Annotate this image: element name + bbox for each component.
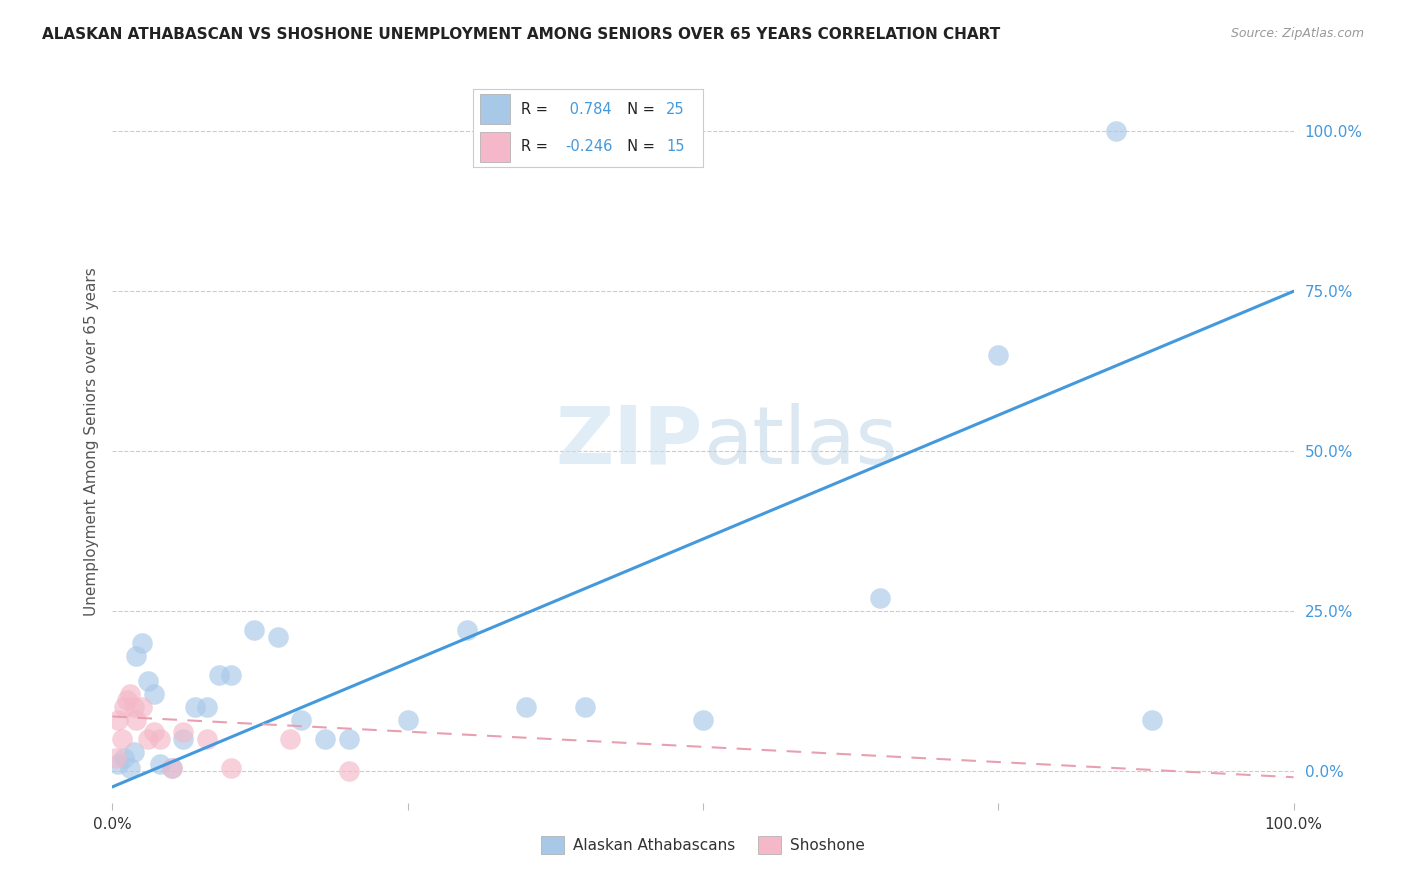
Text: atlas: atlas	[703, 402, 897, 481]
Y-axis label: Unemployment Among Seniors over 65 years: Unemployment Among Seniors over 65 years	[83, 268, 98, 615]
Point	[149, 731, 172, 746]
Point	[105, 751, 128, 765]
Point	[869, 591, 891, 606]
Point	[142, 725, 165, 739]
Point	[337, 764, 360, 778]
Point	[136, 731, 159, 746]
Point	[125, 713, 148, 727]
Point	[131, 699, 153, 714]
Point	[456, 623, 478, 637]
Point	[125, 648, 148, 663]
Point	[1105, 124, 1128, 138]
Point	[184, 699, 207, 714]
Point	[337, 731, 360, 746]
Point	[172, 731, 194, 746]
Point	[107, 713, 129, 727]
Point	[987, 348, 1010, 362]
Point	[208, 668, 231, 682]
Point	[396, 713, 419, 727]
Point	[107, 757, 129, 772]
Point	[290, 713, 312, 727]
Point	[122, 745, 145, 759]
Point	[120, 761, 142, 775]
Point	[115, 693, 138, 707]
Point	[160, 761, 183, 775]
Point	[267, 630, 290, 644]
Point	[574, 699, 596, 714]
Point	[149, 757, 172, 772]
Point	[1140, 713, 1163, 727]
Point	[692, 713, 714, 727]
Point	[219, 761, 242, 775]
Point	[243, 623, 266, 637]
Point	[112, 699, 135, 714]
Point	[131, 636, 153, 650]
Point	[195, 699, 218, 714]
Point	[278, 731, 301, 746]
Point	[136, 674, 159, 689]
Point	[142, 687, 165, 701]
Legend: Alaskan Athabascans, Shoshone: Alaskan Athabascans, Shoshone	[534, 830, 872, 860]
Text: ALASKAN ATHABASCAN VS SHOSHONE UNEMPLOYMENT AMONG SENIORS OVER 65 YEARS CORRELAT: ALASKAN ATHABASCAN VS SHOSHONE UNEMPLOYM…	[42, 27, 1001, 42]
Text: Source: ZipAtlas.com: Source: ZipAtlas.com	[1230, 27, 1364, 40]
Text: ZIP: ZIP	[555, 402, 703, 481]
Point	[219, 668, 242, 682]
Point	[515, 699, 537, 714]
Point	[120, 687, 142, 701]
Point	[172, 725, 194, 739]
Point	[112, 751, 135, 765]
Point	[111, 731, 134, 746]
Point	[195, 731, 218, 746]
Point	[314, 731, 336, 746]
Point	[160, 761, 183, 775]
Point	[122, 699, 145, 714]
